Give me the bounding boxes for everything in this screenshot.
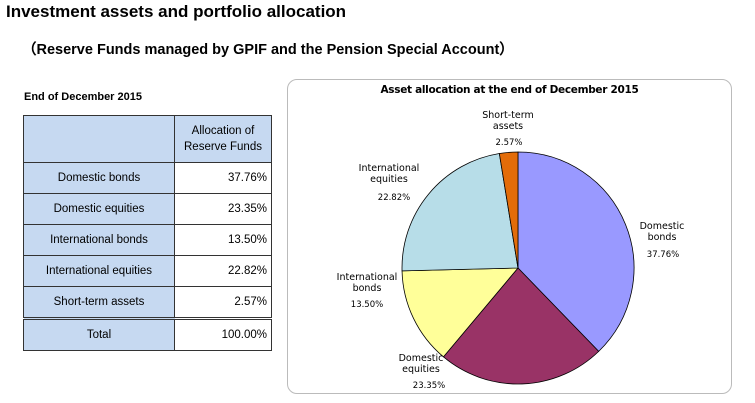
table-header-row: Allocation of Reserve Funds <box>23 115 272 163</box>
page-title: Investment assets and portfolio allocati… <box>6 2 347 21</box>
pie-slice-international-equities <box>401 153 519 272</box>
row-value: 22.82% <box>174 255 272 287</box>
pie-slice-international-bonds <box>401 267 519 358</box>
label-line: bonds <box>352 282 382 294</box>
pie-slice-short-term-assets <box>498 151 519 269</box>
slice-label-domestic-bonds: Domestic bonds <box>639 221 685 243</box>
slice-value-domestic-bonds: 37.76% <box>646 250 680 260</box>
table-row: Domestic bonds 37.76% <box>23 162 272 194</box>
row-value: 23.35% <box>174 193 272 225</box>
slice-label-international-bonds: International bonds <box>336 272 398 294</box>
allocation-table: Allocation of Reserve Funds Domestic bon… <box>23 115 272 351</box>
label-line: Domestic <box>639 221 685 232</box>
table-total-row: Total 100.00% <box>23 317 272 351</box>
label-line: International <box>358 163 420 174</box>
row-label: International equities <box>23 255 175 287</box>
slice-value-international-equities: 22.82% <box>377 193 411 203</box>
slice-value-international-bonds: 13.50% <box>350 300 384 310</box>
pie-slice-domestic-equities <box>442 267 600 385</box>
label-line: International <box>336 272 398 283</box>
column-header: Allocation of Reserve Funds <box>174 115 272 163</box>
slice-label-international-equities: International equities <box>358 163 420 185</box>
label-line: assets <box>492 120 524 132</box>
total-label: Total <box>23 317 175 351</box>
row-label: Short-term assets <box>23 286 175 319</box>
label-line: Domestic <box>398 353 444 364</box>
table-row: International bonds 13.50% <box>23 224 272 256</box>
label-line: equities <box>370 173 408 185</box>
table-row: Short-term assets 2.57% <box>23 286 272 319</box>
pie-slice-domestic-bonds <box>517 151 635 352</box>
row-value: 2.57% <box>174 286 272 319</box>
slice-label-domestic-equities: Domestic equities <box>398 353 444 375</box>
row-value: 37.76% <box>174 162 272 194</box>
label-line: equities <box>402 363 440 375</box>
table-row: International equities 22.82% <box>23 255 272 287</box>
row-label: International bonds <box>23 224 175 256</box>
table-date-label: End of December 2015 <box>24 91 142 103</box>
table-header-empty <box>23 115 175 163</box>
label-line: Short-term <box>482 110 534 121</box>
slice-label-short-term: Short-term assets <box>482 110 534 132</box>
row-label: Domestic bonds <box>23 162 175 194</box>
chart-frame <box>287 79 732 394</box>
total-value: 100.00% <box>174 317 272 351</box>
page-subtitle: （Reserve Funds managed by GPIF and the P… <box>22 42 514 58</box>
label-line: bonds <box>647 231 677 243</box>
row-value: 13.50% <box>174 224 272 256</box>
slice-value-short-term: 2.57% <box>495 138 523 148</box>
slice-value-domestic-equities: 23.35% <box>412 381 446 391</box>
chart-title: Asset allocation at the end of December … <box>380 84 639 96</box>
